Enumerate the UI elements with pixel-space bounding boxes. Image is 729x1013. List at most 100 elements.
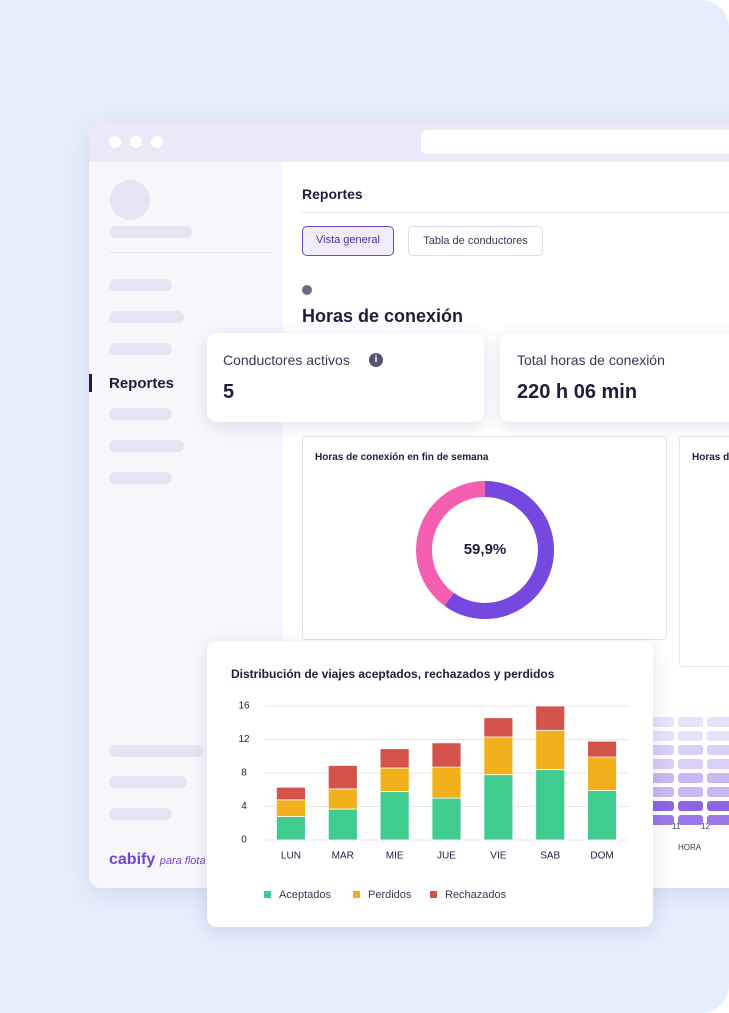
placeholder	[109, 776, 187, 788]
bar-chart-card: Distribución de viajes aceptados, rechaz…	[207, 641, 653, 927]
y-tick-label: 8	[241, 768, 247, 779]
heatmap-cell	[678, 745, 703, 755]
address-bar[interactable]	[421, 130, 729, 154]
divider	[302, 212, 729, 213]
legend-label: Perdidos	[368, 889, 412, 901]
bar-segment	[431, 766, 462, 799]
placeholder	[109, 311, 184, 323]
heatmap-cell	[707, 759, 729, 769]
bar-segment	[379, 791, 410, 841]
window-dot	[109, 136, 121, 148]
y-tick-label: 16	[238, 701, 250, 712]
heatmap-cell	[649, 759, 674, 769]
tab-active[interactable]: Vista general	[302, 226, 394, 256]
bar-segment	[276, 816, 306, 841]
heatmap-cell	[678, 731, 703, 741]
bar-segment	[327, 808, 358, 841]
placeholder	[109, 408, 172, 420]
heatmap-cell	[707, 731, 729, 741]
bar-segment	[276, 799, 306, 817]
heatmap-cell	[678, 759, 703, 769]
bar-segment	[431, 742, 462, 768]
heatmap-tick: 11	[672, 822, 681, 831]
heatmap-label: HORA	[678, 843, 702, 852]
heatmap-cell	[707, 717, 729, 727]
heatmap-cell	[707, 773, 729, 783]
x-tick-label: JUE	[437, 851, 456, 862]
y-tick-label: 12	[238, 734, 250, 745]
bar-chart: 0 4 8 12 16 LUN MAR MIE JUE VIE SAB DOM Aceptados Per…	[238, 701, 628, 901]
legend-swatch	[430, 891, 437, 898]
x-tick-label: LUN	[281, 851, 301, 862]
bar-segment	[276, 786, 306, 801]
heatmap-cell	[678, 717, 703, 727]
y-tick-label: 4	[241, 801, 247, 812]
avatar	[110, 180, 150, 220]
brand-name: cabify	[109, 851, 156, 868]
stat-card: Total horas de conexión 220 h 06 min	[500, 333, 729, 422]
bar-segment	[483, 736, 514, 776]
bar-segment	[379, 748, 410, 769]
panel-title: Horas de conexión en fin de semana	[315, 452, 489, 463]
divider	[110, 252, 271, 253]
x-tick-label: DOM	[590, 851, 613, 862]
section-title: Horas de conexión	[302, 306, 464, 326]
donut-label: 59,9%	[464, 541, 507, 558]
heatmap-cell	[649, 787, 674, 797]
panel-title: Horas de	[692, 452, 729, 463]
placeholder	[109, 472, 172, 484]
donut-panel: Horas de conexión en fin de semana 59,9%	[302, 436, 667, 640]
heatmap-cell	[707, 815, 729, 825]
clock-icon	[302, 285, 312, 295]
x-tick-label: SAB	[540, 851, 560, 862]
stat-card: Conductores activos i 5	[207, 333, 484, 422]
heatmap-cell	[649, 773, 674, 783]
tab[interactable]: Tabla de conductores	[408, 226, 543, 256]
heatmap-cell	[707, 801, 729, 811]
legend-label: Rechazados	[445, 889, 507, 901]
legend-swatch	[353, 891, 360, 898]
x-tick-label: VIE	[490, 851, 506, 862]
donut-arc	[416, 481, 554, 619]
bar-segment	[535, 769, 566, 841]
page-title: Reportes	[302, 186, 363, 202]
placeholder	[109, 279, 172, 291]
donut-chart: 59,9%	[416, 481, 554, 619]
bar-segment	[379, 767, 410, 792]
bar-segment	[327, 765, 358, 790]
heatmap-cell	[649, 745, 674, 755]
info-icon[interactable]: i	[369, 353, 383, 367]
heatmap-cell	[707, 787, 729, 797]
bar-segment	[535, 705, 566, 731]
heatmap-cell	[649, 801, 674, 811]
brand: cabify para flota	[109, 851, 209, 869]
nav-item[interactable]: Reportes	[109, 375, 175, 392]
heatmap-cell	[678, 815, 703, 825]
bar-segment	[327, 788, 358, 810]
x-tick-label: MIE	[386, 851, 404, 862]
x-tick-label: MAR	[332, 851, 354, 862]
heatmap-cell	[678, 773, 703, 783]
bar-segment	[535, 729, 566, 771]
heatmap-cell	[707, 745, 729, 755]
placeholder	[110, 226, 192, 238]
bar-segment	[587, 790, 617, 841]
browser-window: Reportes cabify para flota Reportes Vist…	[89, 122, 729, 888]
chart-title: Distribución de viajes aceptados, rechaz…	[231, 667, 555, 681]
active-indicator	[89, 374, 92, 392]
side-panel: Horas de	[679, 436, 729, 667]
placeholder	[109, 808, 172, 820]
legend-swatch	[264, 891, 271, 898]
bar-segment	[587, 756, 617, 791]
stat-value: 220 h 06 min	[517, 381, 638, 403]
window-dot	[151, 136, 163, 148]
legend-label: Aceptados	[279, 889, 331, 901]
placeholder	[109, 343, 172, 355]
brand-suffix: para flota	[159, 855, 206, 867]
bar-segment	[483, 774, 514, 841]
heatmap: 11 12	[649, 717, 729, 831]
heatmap-cell	[678, 787, 703, 797]
y-tick-label: 0	[241, 835, 247, 846]
heatmap-cell	[649, 731, 674, 741]
